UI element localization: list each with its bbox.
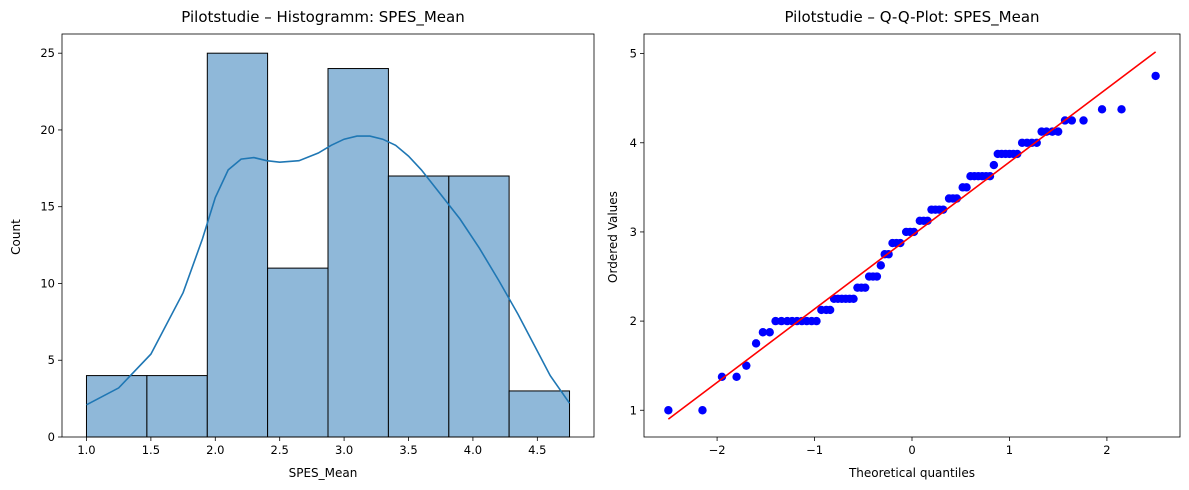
histogram-y-tick-label: 5 <box>48 353 55 367</box>
qq-y-tick-label: 4 <box>630 136 637 150</box>
histogram-title: Pilotstudie – Histogramm: SPES_Mean <box>181 8 464 27</box>
histogram-x-tick-label: 3.5 <box>399 443 417 457</box>
qq-data-point <box>1013 149 1022 159</box>
qq-y-tick-label: 1 <box>630 403 637 417</box>
histogram-x-tick-label: 2.0 <box>206 443 224 457</box>
qq-data-point <box>742 361 751 370</box>
histogram-axes-frame <box>61 33 595 438</box>
qq-plot-title: Pilotstudie – Q-Q-Plot: SPES_Mean <box>784 8 1039 27</box>
qq-data-point <box>812 316 821 326</box>
qq-data-point <box>698 406 707 415</box>
histogram-bar <box>448 175 510 438</box>
histogram-y-axis-label: Count <box>9 219 23 255</box>
histogram-x-axis-label: SPES_Mean <box>289 466 358 480</box>
qq-y-tick-label: 2 <box>630 314 637 328</box>
qq-reference-line <box>667 51 1157 420</box>
qq-data-point <box>751 339 761 348</box>
histogram-bar <box>327 68 389 438</box>
histogram-x-tick-label: 2.5 <box>271 443 289 457</box>
histogram-y-tick-label: 20 <box>40 123 55 137</box>
histogram-plot-area: 1.0 1.5 2.0 2.5 3.0 3.5 4.0 4.5 0 5 10 15 20 25 <box>40 33 595 457</box>
qq-x-tick-label: −1 <box>806 443 823 457</box>
qq-data-point <box>909 227 919 237</box>
qq-data-point <box>1042 127 1051 136</box>
histogram-x-tick-label: 1.0 <box>77 443 95 457</box>
qq-y-tick-label: 3 <box>630 225 637 239</box>
qq-data-point <box>872 272 882 281</box>
histogram-bar <box>206 52 269 438</box>
histogram-x-tick-label: 4.0 <box>464 443 482 457</box>
qq-data-point <box>876 261 886 270</box>
qq-data-point <box>938 205 948 214</box>
qq-plot-area: −2 −1 0 1 2 1 2 3 4 5 <box>630 33 1181 457</box>
qq-x-tick-label: 0 <box>908 443 915 457</box>
qq-x-axis-label: Theoretical quantiles <box>848 466 975 480</box>
qq-data-point <box>861 283 870 292</box>
histogram-y-tick-label: 0 <box>48 430 55 444</box>
qq-data-point <box>1117 105 1126 114</box>
qq-data-point <box>849 294 858 304</box>
histogram-x-tick-label: 1.5 <box>142 443 160 457</box>
qq-plot-panel: Pilotstudie – Q-Q-Plot: SPES_Mean −2 −1 0 1… <box>606 8 1181 480</box>
qq-data-point <box>732 372 741 382</box>
qq-data-point <box>765 328 774 337</box>
histogram-bar <box>146 375 208 438</box>
qq-y-axis-label: Ordered Values <box>606 191 620 283</box>
qq-x-tick-label: 1 <box>1006 443 1013 457</box>
qq-data-point <box>664 406 673 415</box>
qq-x-tick-label: −2 <box>709 443 726 457</box>
qq-data-point <box>825 305 835 315</box>
qq-data-point <box>962 183 971 192</box>
histogram-panel: Pilotstudie – Histogramm: SPES_Mean 1.0 1… <box>9 8 595 480</box>
histogram-bar <box>85 375 148 438</box>
histogram-y-tick-label: 25 <box>40 46 55 60</box>
histogram-bar <box>387 175 450 438</box>
histogram-x-tick-label: 4.5 <box>528 443 546 457</box>
qq-data-point <box>758 328 768 337</box>
qq-x-tick-label: 2 <box>1103 443 1110 457</box>
histogram-y-tick-label: 15 <box>40 200 55 214</box>
qq-data-point <box>1097 105 1107 114</box>
histogram-bar <box>508 390 571 438</box>
qq-axes-frame <box>643 33 1181 438</box>
kde-curve <box>86 135 571 406</box>
qq-data-point <box>771 316 780 326</box>
qq-data-point <box>1151 71 1160 81</box>
qq-data-point <box>1053 127 1063 136</box>
histogram-bar <box>267 267 329 438</box>
qq-data-point <box>1079 116 1088 125</box>
qq-data-point <box>1067 116 1077 125</box>
qq-data-point <box>1048 127 1057 136</box>
qq-y-tick-label: 5 <box>630 47 637 61</box>
histogram-y-tick-label: 10 <box>40 276 55 290</box>
qq-data-point <box>717 372 727 382</box>
qq-data-point <box>989 160 999 170</box>
histogram-x-tick-label: 3.0 <box>335 443 353 457</box>
qq-data-point <box>777 316 786 326</box>
